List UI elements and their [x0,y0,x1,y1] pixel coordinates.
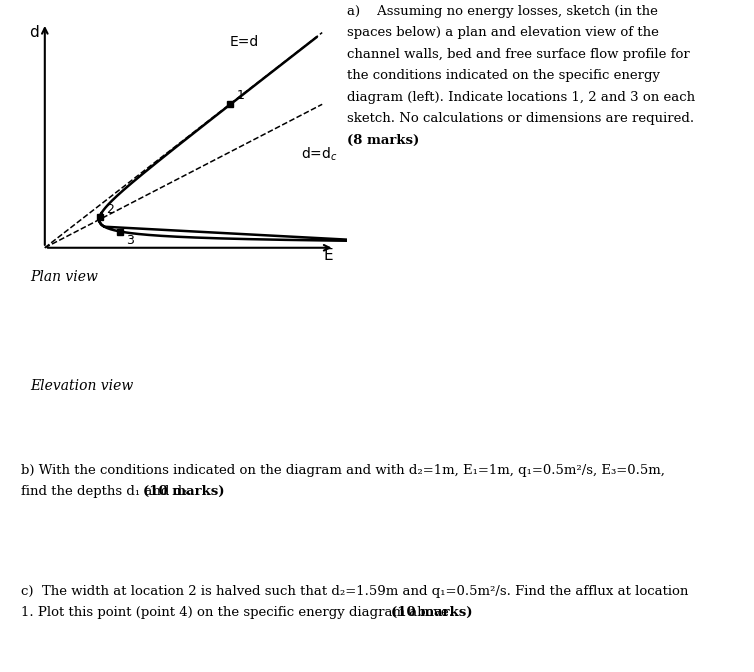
Text: d=d$_c$: d=d$_c$ [302,145,338,163]
Text: spaces below) a plan and elevation view of the: spaces below) a plan and elevation view … [347,26,659,39]
Text: the conditions indicated on the specific energy: the conditions indicated on the specific… [347,69,660,82]
Text: Plan view: Plan view [30,270,98,284]
Text: channel walls, bed and free surface flow profile for: channel walls, bed and free surface flow… [347,48,690,60]
Text: E=d: E=d [230,35,259,49]
Text: E: E [323,248,333,263]
Text: (8 marks): (8 marks) [347,134,419,146]
Text: diagram (left). Indicate locations 1, 2 and 3 on each: diagram (left). Indicate locations 1, 2 … [347,91,695,103]
Text: (10 marks): (10 marks) [391,606,472,619]
Text: Elevation view: Elevation view [30,379,133,392]
Text: c)  The width at location 2 is halved such that d₂=1.59m and q₁=0.5m²/s. Find th: c) The width at location 2 is halved suc… [21,585,688,597]
Text: d: d [29,26,38,40]
Text: 3: 3 [126,235,134,247]
Text: 1: 1 [237,89,244,102]
Text: a)    Assuming no energy losses, sketch (in the: a) Assuming no energy losses, sketch (in… [347,5,657,17]
Text: (10 marks): (10 marks) [143,485,225,498]
Text: 1. Plot this point (point 4) on the specific energy diagram above.: 1. Plot this point (point 4) on the spec… [21,606,458,619]
Text: find the depths d₁ and d₃.: find the depths d₁ and d₃. [21,485,196,498]
Text: 2: 2 [106,204,114,216]
Text: sketch. No calculations or dimensions are required.: sketch. No calculations or dimensions ar… [347,112,694,125]
Text: b) With the conditions indicated on the diagram and with d₂=1m, E₁=1m, q₁=0.5m²/: b) With the conditions indicated on the … [21,464,665,476]
